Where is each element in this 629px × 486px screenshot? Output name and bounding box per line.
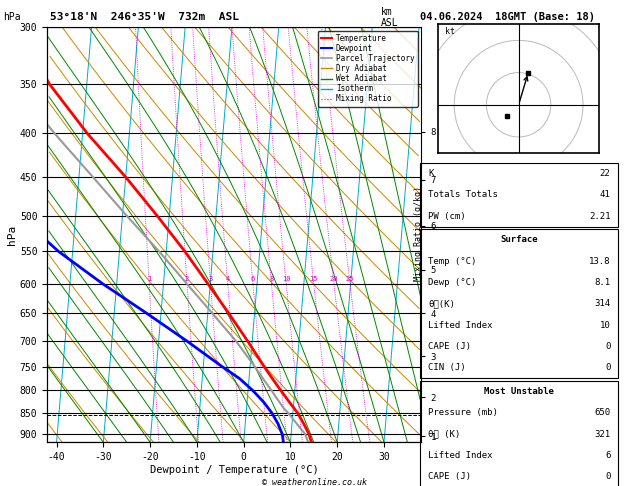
Text: kt: kt — [445, 27, 455, 36]
Text: 20: 20 — [330, 276, 338, 282]
Text: km: km — [381, 7, 392, 17]
Text: Pressure (mb): Pressure (mb) — [428, 408, 498, 417]
Text: CAPE (J): CAPE (J) — [428, 472, 471, 482]
Text: 321: 321 — [594, 430, 610, 439]
Text: K: K — [428, 169, 433, 178]
Text: ASL: ASL — [381, 18, 398, 28]
Text: 2.21: 2.21 — [589, 211, 610, 221]
Text: 314: 314 — [594, 299, 610, 309]
Text: 6: 6 — [605, 451, 610, 460]
Text: 15: 15 — [309, 276, 318, 282]
Text: 25: 25 — [346, 276, 354, 282]
Text: 650: 650 — [594, 408, 610, 417]
Text: Temp (°C): Temp (°C) — [428, 257, 477, 266]
Text: © weatheronline.co.uk: © weatheronline.co.uk — [262, 478, 367, 486]
Bar — [420, 163, 618, 227]
Text: Surface: Surface — [501, 235, 538, 244]
Text: CAPE (J): CAPE (J) — [428, 342, 471, 351]
X-axis label: Dewpoint / Temperature (°C): Dewpoint / Temperature (°C) — [150, 465, 319, 475]
Text: 04.06.2024  18GMT (Base: 18): 04.06.2024 18GMT (Base: 18) — [420, 12, 595, 22]
Bar — [420, 381, 618, 486]
Text: 8: 8 — [269, 276, 274, 282]
Text: θᴄ(K): θᴄ(K) — [428, 299, 455, 309]
Text: 1: 1 — [147, 276, 152, 282]
Text: 0: 0 — [605, 342, 610, 351]
Text: 22: 22 — [599, 169, 610, 178]
Text: 41: 41 — [599, 191, 610, 199]
Text: PW (cm): PW (cm) — [428, 211, 465, 221]
Text: 53°18'N  246°35'W  732m  ASL: 53°18'N 246°35'W 732m ASL — [50, 12, 239, 22]
Text: CIN (J): CIN (J) — [428, 364, 465, 372]
Text: Totals Totals: Totals Totals — [428, 191, 498, 199]
Text: 10: 10 — [282, 276, 291, 282]
Text: 0: 0 — [605, 364, 610, 372]
Text: 0: 0 — [605, 472, 610, 482]
Text: Most Unstable: Most Unstable — [484, 387, 554, 396]
Text: hPa: hPa — [3, 12, 21, 22]
Text: 3: 3 — [208, 276, 213, 282]
Text: 4: 4 — [226, 276, 230, 282]
Text: Mixing Ratio (g/kg): Mixing Ratio (g/kg) — [414, 186, 423, 281]
Text: 8.1: 8.1 — [594, 278, 610, 287]
Text: Lifted Index: Lifted Index — [428, 451, 493, 460]
Text: 13.8: 13.8 — [589, 257, 610, 266]
Legend: Temperature, Dewpoint, Parcel Trajectory, Dry Adiabat, Wet Adiabat, Isotherm, Mi: Temperature, Dewpoint, Parcel Trajectory… — [318, 31, 418, 106]
Text: Dewp (°C): Dewp (°C) — [428, 278, 477, 287]
Text: θᴄ (K): θᴄ (K) — [428, 430, 460, 439]
Y-axis label: hPa: hPa — [7, 225, 17, 244]
Text: 2: 2 — [185, 276, 189, 282]
Bar — [420, 229, 618, 379]
Text: 6: 6 — [251, 276, 255, 282]
Text: Lifted Index: Lifted Index — [428, 321, 493, 330]
Text: 10: 10 — [599, 321, 610, 330]
